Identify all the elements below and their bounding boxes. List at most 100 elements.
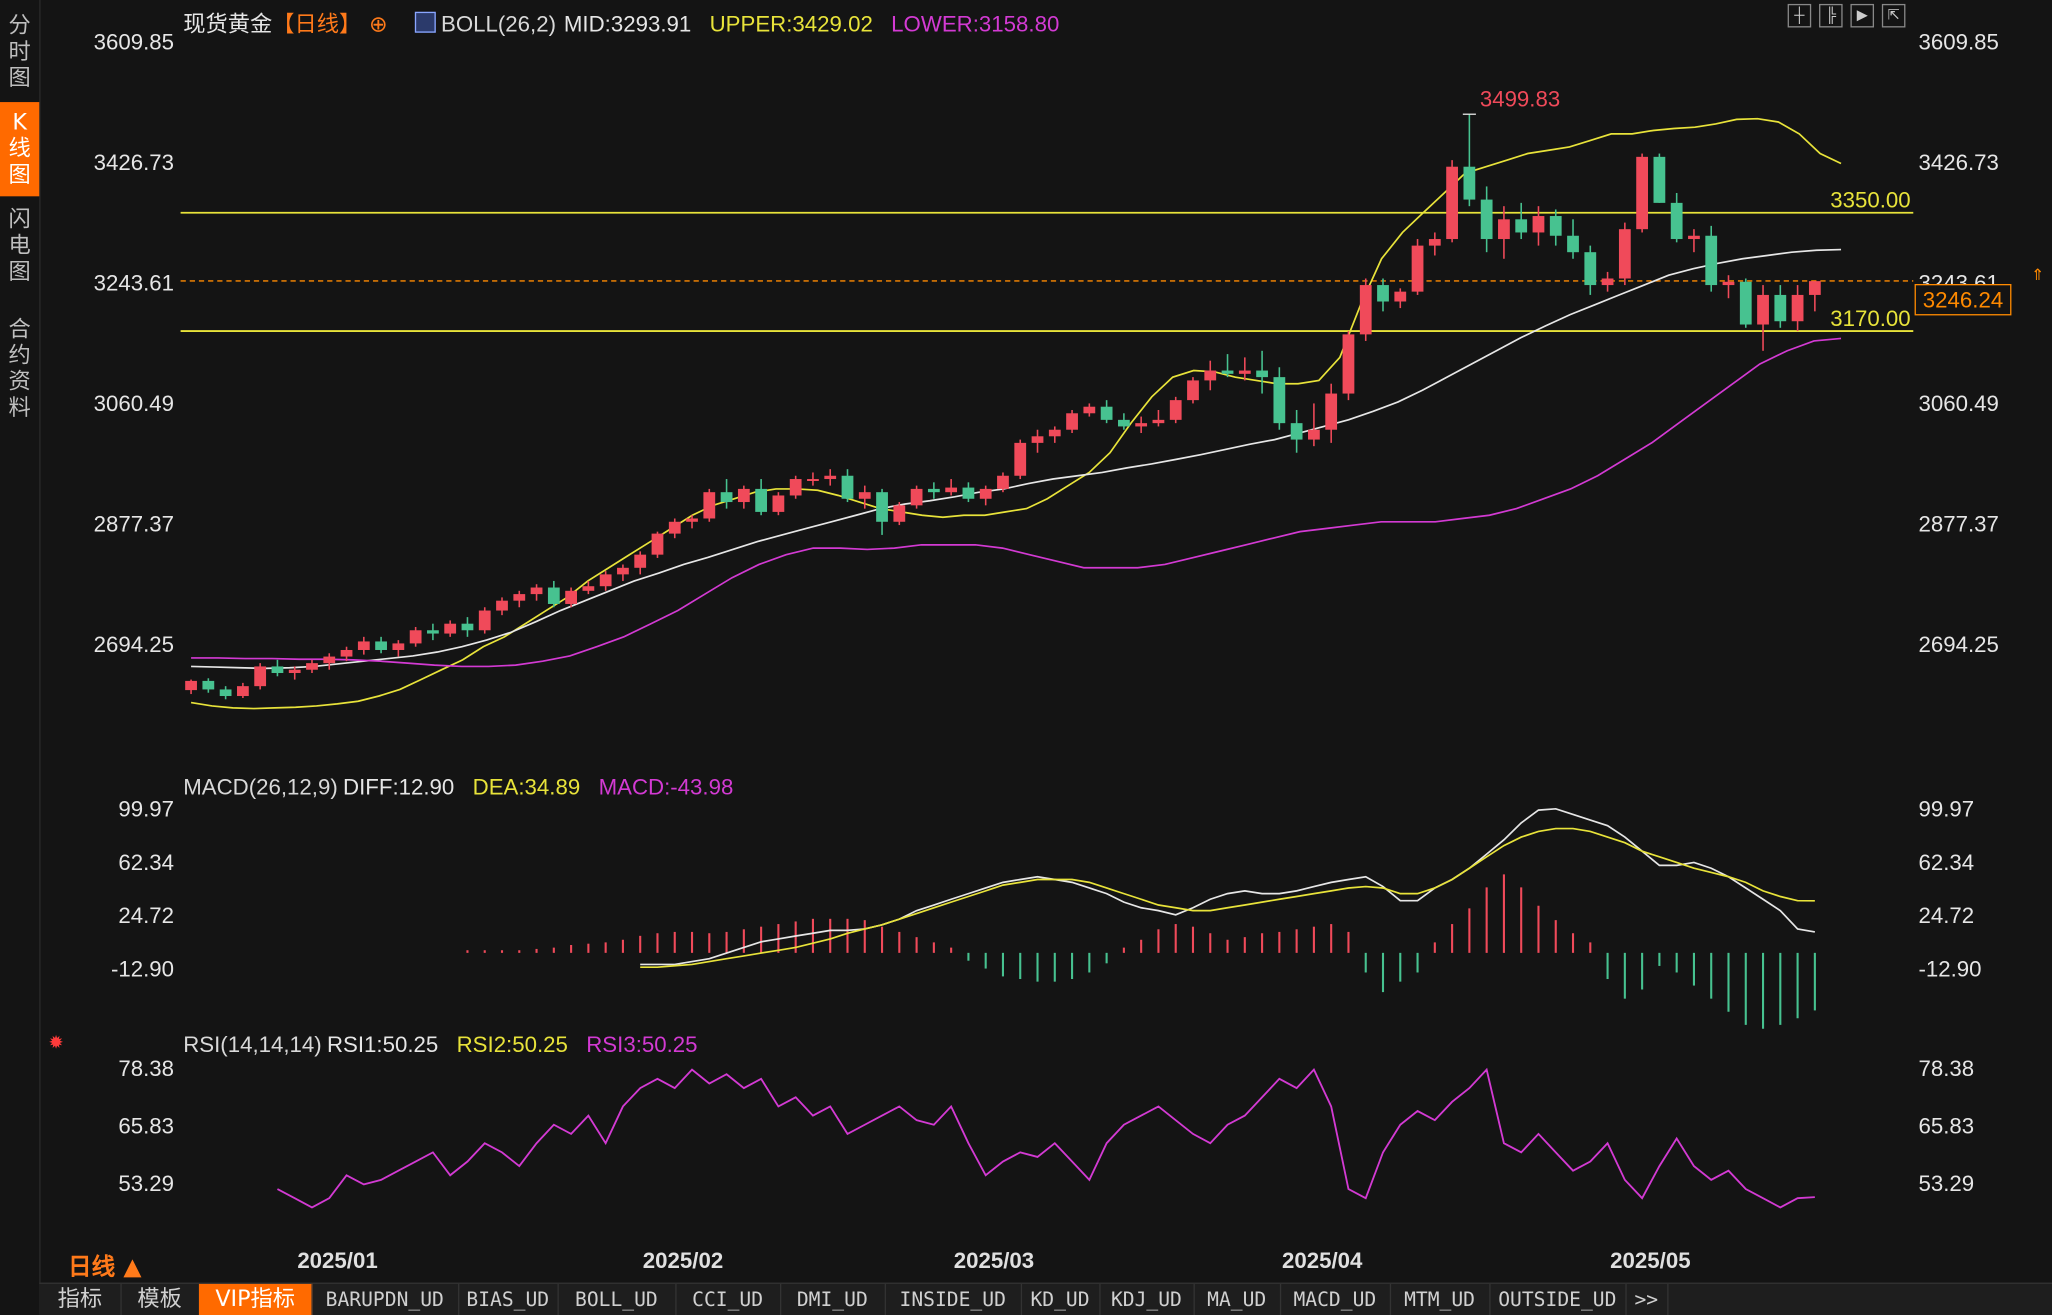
candle-body-71: [1411, 245, 1424, 292]
candle-body-86: [1670, 202, 1683, 240]
chart-canvas[interactable]: 3609.853609.853426.733426.733243.613243.…: [0, 0, 2052, 1246]
fullscreen-icon[interactable]: ⇱: [1881, 3, 1906, 28]
main-ytick-left-2: 3243.61: [94, 271, 174, 296]
candle-body-88: [1705, 235, 1718, 286]
boll-lower-line: [191, 337, 1842, 668]
candle-body-25: [617, 567, 629, 575]
rsi-settings-icon[interactable]: ✹: [48, 1031, 64, 1053]
candle-body-7: [306, 663, 318, 670]
candle-body-93: [1791, 294, 1804, 322]
current-price-tag: 3246.24: [1914, 284, 2012, 316]
indicator-tab-1[interactable]: 模板: [120, 1283, 201, 1315]
candle-body-16: [461, 623, 474, 631]
macd-diff: DIFF:12.90: [343, 774, 455, 800]
indicator-tab-12[interactable]: MACD_UD: [1280, 1283, 1392, 1315]
rsi-ytick-left-1: 65.83: [118, 1113, 174, 1138]
period-selector[interactable]: 日线 ▲: [68, 1253, 142, 1282]
candle-body-22: [565, 590, 577, 604]
rsi-ytick-left-2: 53.29: [118, 1171, 174, 1196]
candle-body-13: [409, 630, 422, 644]
tab-contract-info[interactable]: 合约资料: [8, 316, 31, 422]
candle-body-26: [634, 554, 647, 568]
candle-body-66: [1325, 393, 1338, 430]
x-date-label-3: 2025/04: [1281, 1248, 1363, 1274]
candle-body-20: [530, 587, 543, 595]
price-arrow-icon: ⇑: [2031, 265, 2045, 285]
indicator-tab-13[interactable]: MTM_UD: [1390, 1283, 1491, 1315]
candle-body-4: [254, 666, 267, 687]
candle-body-5: [271, 666, 284, 674]
macd-dea-line: [640, 827, 1815, 969]
macd-name: MACD(26,12,9): [183, 774, 338, 800]
layout-icon[interactable]: ╠: [1819, 3, 1843, 28]
main-ytick-right-4: 2877.37: [1919, 511, 1999, 536]
expand-icon[interactable]: ▶: [1850, 3, 1875, 28]
main-ytick-right-3: 3060.49: [1919, 391, 1999, 416]
candle-body-42: [910, 488, 923, 506]
candle-body-72: [1428, 239, 1441, 246]
indicator-tab-6[interactable]: CCI_UD: [675, 1283, 782, 1315]
candle-body-47: [997, 475, 1009, 489]
boll-lower: LOWER:3158.80: [891, 11, 1060, 37]
rsi-name: RSI(14,14,14): [183, 1032, 322, 1058]
candle-body-90: [1739, 281, 1752, 325]
indicator-tab-2[interactable]: VIP指标: [198, 1283, 313, 1315]
candle-body-18: [496, 600, 508, 611]
macd-legend: MACD(26,12,9) DIFF:12.90 DEA:34.89 MACD:-43…: [183, 775, 741, 801]
tab-timeshare[interactable]: 分时图: [8, 13, 31, 92]
candle-body-57: [1169, 400, 1182, 420]
candle-body-81: [1584, 252, 1597, 286]
candle-body-84: [1636, 156, 1649, 230]
candle-body-92: [1774, 294, 1787, 322]
main-ytick-left-0: 3609.85: [94, 30, 174, 55]
candle-body-69: [1377, 285, 1389, 302]
rsi-ytick-left-0: 78.38: [118, 1056, 174, 1081]
indicator-tab-0[interactable]: 指标: [39, 1283, 122, 1315]
rsi-ytick-right-0: 78.38: [1919, 1056, 1975, 1081]
candle-body-33: [755, 488, 768, 512]
candle-body-35: [789, 479, 802, 496]
indicator-tab-10[interactable]: KDJ_UD: [1099, 1283, 1195, 1315]
indicator-tab-14[interactable]: OUTSIDE_UD: [1489, 1283, 1627, 1315]
candle-body-56: [1152, 419, 1165, 424]
macd-ytick-right-0: 99.97: [1919, 797, 1975, 822]
candle-body-11: [375, 641, 387, 650]
candle-body-89: [1722, 281, 1735, 286]
candle-body-82: [1601, 278, 1614, 286]
macd-value: MACD:-43.98: [598, 774, 734, 800]
main-ytick-right-5: 2694.25: [1919, 632, 1999, 657]
candle-body-77: [1515, 219, 1528, 233]
add-icon[interactable]: ⊕: [369, 11, 388, 37]
macd-ytick-left-2: 24.72: [118, 903, 174, 928]
tab-flash-chart[interactable]: 闪电图: [8, 206, 31, 286]
candle-body-79: [1549, 216, 1562, 236]
indicator-tab-3[interactable]: BARUPDN_UD: [311, 1283, 460, 1315]
crosshair-icon[interactable]: ┼: [1787, 3, 1812, 28]
indicator-tab-8[interactable]: INSIDE_UD: [885, 1283, 1023, 1315]
boll-upper: UPPER:3429.02: [709, 11, 873, 37]
indicator-tab-11[interactable]: MA_UD: [1194, 1283, 1282, 1315]
x-date-label-4: 2025/05: [1610, 1248, 1691, 1274]
main-ytick-right-0: 3609.85: [1919, 30, 1999, 55]
candle-body-28: [668, 521, 681, 534]
indicator-tab-15[interactable]: >>: [1625, 1283, 1669, 1315]
rsi-ytick-right-2: 53.29: [1919, 1171, 1975, 1196]
main-legend: 现货黄金【日线】 ⊕ BOLL(26,2) MID:3293.91 UPPER:342…: [183, 5, 1067, 38]
candle-body-48: [1014, 442, 1027, 476]
candle-body-91: [1757, 294, 1769, 325]
candle-body-80: [1567, 235, 1579, 253]
macd-ytick-right-1: 62.34: [1919, 850, 1975, 875]
candle-body-64: [1290, 423, 1303, 440]
indicator-tab-4[interactable]: BIAS_UD: [458, 1283, 559, 1315]
boll-indicator-icon[interactable]: [414, 11, 436, 33]
instrument-title[interactable]: 现货黄金: [183, 11, 273, 37]
candle-body-52: [1083, 406, 1096, 414]
candle-body-21: [547, 587, 560, 604]
indicator-tab-7[interactable]: DMI_UD: [780, 1283, 886, 1315]
candle-body-60: [1221, 370, 1234, 374]
indicator-tab-9[interactable]: KD_UD: [1021, 1283, 1101, 1315]
main-ytick-left-4: 2877.37: [94, 511, 174, 536]
indicator-tab-5[interactable]: BOLL_UD: [557, 1283, 677, 1315]
